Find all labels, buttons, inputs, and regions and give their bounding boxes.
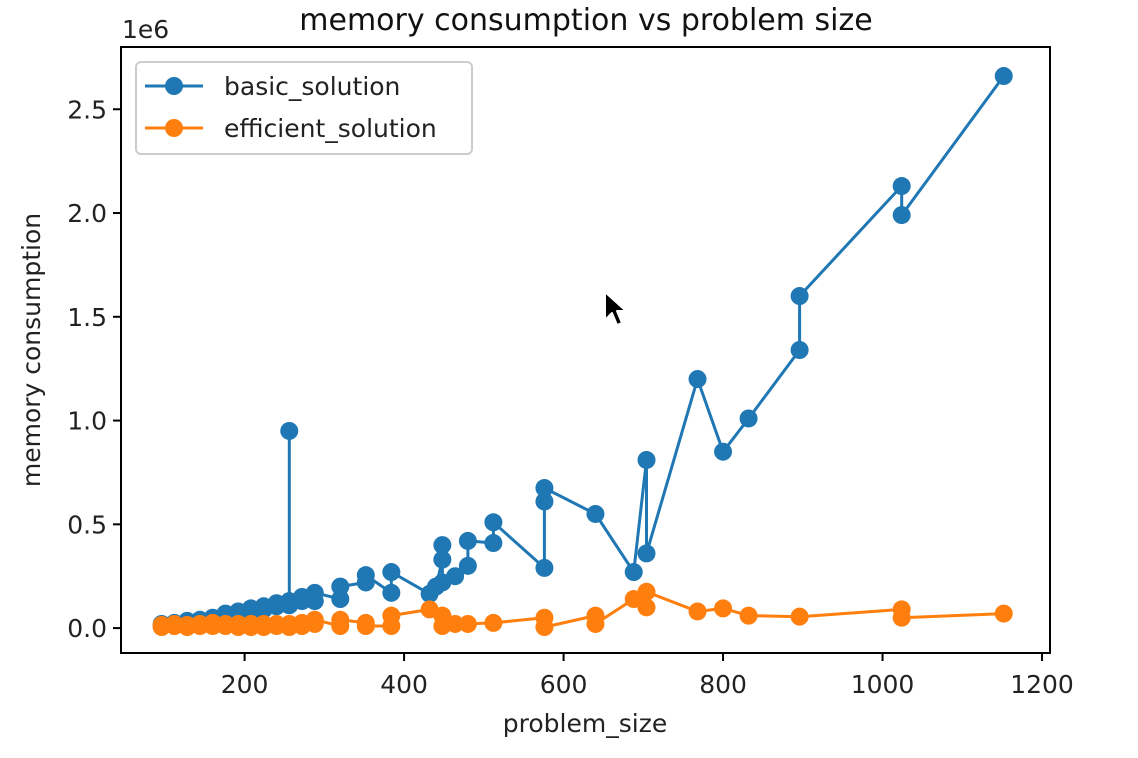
data-point-basic_solution: [624, 563, 643, 582]
data-point-basic_solution: [433, 536, 452, 555]
data-point-efficient_solution: [446, 614, 465, 633]
data-point-efficient_solution: [535, 618, 554, 637]
data-point-efficient_solution: [305, 610, 324, 629]
mouse-cursor-icon: [604, 291, 627, 326]
legend-swatch-basic-marker: [165, 77, 183, 95]
data-point-basic_solution: [356, 566, 375, 585]
data-point-efficient_solution: [458, 614, 477, 633]
legend-label-efficient: efficient_solution: [224, 114, 437, 143]
data-point-basic_solution: [280, 421, 299, 440]
data-point-efficient_solution: [688, 602, 707, 621]
legend-label-basic: basic_solution: [224, 72, 400, 101]
data-point-basic_solution: [433, 550, 452, 569]
data-point-efficient_solution: [637, 582, 656, 601]
y-tick-label: 0.0: [67, 614, 107, 643]
plot-frame: [120, 46, 1051, 654]
data-point-basic_solution: [994, 67, 1013, 86]
y-tick-label: 2.5: [67, 95, 107, 124]
data-point-efficient_solution: [790, 607, 809, 626]
data-point-efficient_solution: [331, 610, 350, 629]
data-point-efficient_solution: [382, 606, 401, 625]
y-axis: 0.0 0.5 1.0 1.5 2.0 2.5: [67, 95, 121, 643]
data-point-efficient_solution: [994, 604, 1013, 623]
data-point-efficient_solution: [739, 606, 758, 625]
data-point-basic_solution: [637, 544, 656, 563]
data-point-basic_solution: [892, 206, 911, 225]
x-tick-label: 800: [699, 670, 747, 699]
legend-box: [135, 61, 473, 155]
data-point-basic_solution: [382, 563, 401, 582]
data-point-efficient_solution: [714, 599, 733, 618]
data-point-basic_solution: [790, 287, 809, 306]
y-axis-label: memory consumption: [17, 213, 46, 487]
data-point-basic_solution: [535, 479, 554, 498]
data-point-efficient_solution: [586, 614, 605, 633]
data-point-basic_solution: [458, 531, 477, 550]
data-point-efficient_solution: [892, 608, 911, 627]
x-axis-label: problem_size: [503, 709, 667, 738]
data-point-basic_solution: [892, 177, 911, 196]
data-point-basic_solution: [458, 556, 477, 575]
data-point-basic_solution: [739, 409, 758, 428]
y-tick-label: 1.5: [67, 303, 107, 332]
data-point-basic_solution: [305, 583, 324, 602]
y-tick-label: 0.5: [67, 510, 107, 539]
data-point-basic_solution: [790, 341, 809, 359]
x-tick-label: 200: [221, 670, 269, 699]
data-point-basic_solution: [714, 442, 733, 461]
y-tick-label: 2.0: [67, 199, 107, 228]
series-layer: [152, 67, 1013, 637]
data-point-efficient_solution: [484, 613, 503, 632]
legend: basic_solution efficient_solution: [135, 61, 473, 155]
data-point-basic_solution: [331, 577, 350, 596]
data-point-basic_solution: [535, 492, 554, 511]
data-point-basic_solution: [586, 504, 605, 523]
data-point-basic_solution: [382, 583, 401, 602]
x-tick-label: 400: [380, 670, 428, 699]
data-point-basic_solution: [484, 534, 503, 553]
y-tick-label: 1.0: [67, 407, 107, 436]
data-point-basic_solution: [484, 513, 503, 532]
x-tick-label: 1000: [851, 670, 915, 699]
x-axis: 200 400 600 800 1000 1200: [221, 653, 1074, 699]
y-offset-label: 1e6: [122, 15, 169, 44]
data-point-basic_solution: [331, 590, 350, 609]
x-tick-label: 600: [540, 670, 588, 699]
data-point-basic_solution: [637, 450, 656, 469]
data-point-efficient_solution: [356, 617, 375, 636]
data-point-basic_solution: [535, 558, 554, 577]
x-tick-label: 1200: [1010, 670, 1074, 699]
data-point-basic_solution: [446, 567, 465, 586]
chart-title: memory consumption vs problem size: [299, 3, 872, 38]
data-point-efficient_solution: [637, 598, 656, 617]
data-point-basic_solution: [688, 370, 707, 389]
legend-swatch-efficient-marker: [165, 119, 183, 137]
